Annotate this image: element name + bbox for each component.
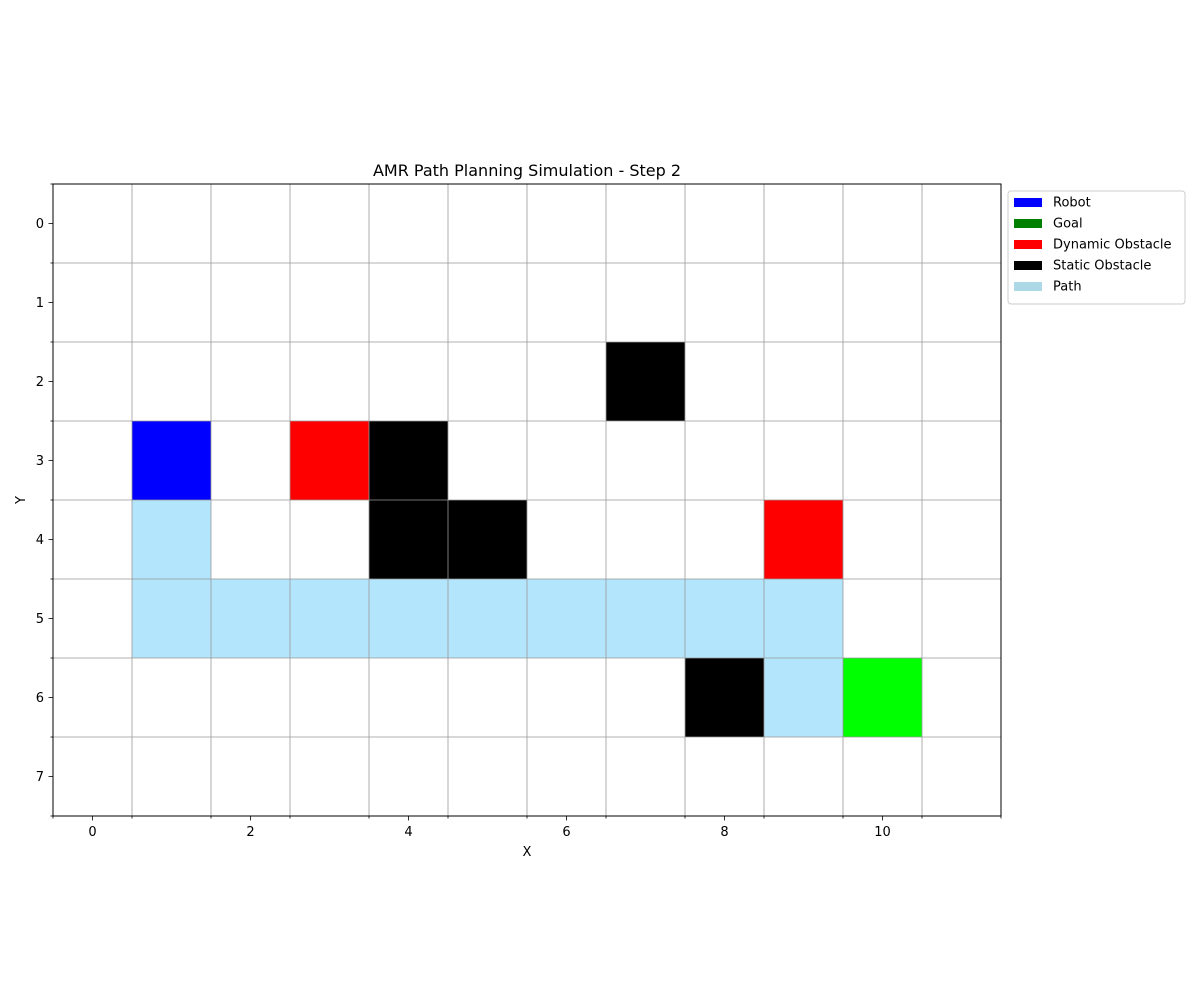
- legend-label: Path: [1053, 280, 1082, 295]
- static-obstacle-cell: [606, 342, 685, 421]
- path-cell: [527, 579, 606, 658]
- legend-frame: [1007, 190, 1186, 305]
- y-tick-label: 3: [36, 454, 44, 469]
- static-obstacle-cell: [369, 500, 448, 579]
- path-cell: [764, 658, 843, 737]
- legend-label: Robot: [1053, 196, 1091, 211]
- path-cell: [290, 579, 369, 658]
- y-tick-label: 0: [36, 217, 44, 232]
- path-cell: [448, 579, 527, 658]
- x-tick-label: 4: [404, 825, 412, 840]
- path-cell: [685, 579, 764, 658]
- path-cell: [606, 579, 685, 658]
- legend-swatch: [1014, 240, 1042, 249]
- legend-label: Static Obstacle: [1053, 259, 1151, 274]
- chart-title: AMR Path Planning Simulation - Step 2: [373, 161, 681, 180]
- grid-lines: [53, 184, 1001, 816]
- legend-swatch: [1014, 261, 1042, 270]
- static-obstacle-cell: [448, 500, 527, 579]
- goal-cell: [843, 658, 922, 737]
- x-tick-label: 8: [720, 825, 728, 840]
- y-axis-label: Y: [14, 496, 29, 505]
- path-cell: [211, 579, 290, 658]
- x-tick-label: 10: [874, 825, 891, 840]
- y-tick-label: 6: [36, 691, 44, 706]
- y-tick-label: 5: [36, 612, 44, 627]
- y-tick-label: 1: [36, 296, 44, 311]
- path-cell: [132, 579, 211, 658]
- static-obstacle-cell: [685, 658, 764, 737]
- dynamic-obstacle-cell: [290, 421, 369, 500]
- legend-swatch: [1014, 198, 1042, 207]
- robot-cell: [132, 421, 211, 500]
- x-tick-label: 2: [246, 825, 254, 840]
- x-tick-label: 6: [562, 825, 570, 840]
- x-axis-label: X: [523, 845, 532, 860]
- path-cell: [132, 500, 211, 579]
- legend-label: Dynamic Obstacle: [1053, 238, 1172, 253]
- y-tick-label: 4: [36, 533, 44, 548]
- y-tick-label: 7: [36, 770, 44, 785]
- dynamic-obstacle-cell: [764, 500, 843, 579]
- path-cell: [369, 579, 448, 658]
- y-tick-label: 2: [36, 375, 44, 390]
- grid-cells: [132, 342, 922, 737]
- axis-ticks: 0 2 4 6 8 10 0 1 2 3 4 5 6 7: [36, 183, 1002, 840]
- path-cell: [764, 579, 843, 658]
- legend-label: Goal: [1053, 217, 1083, 232]
- legend-swatch: [1014, 282, 1042, 291]
- x-tick-label: 0: [88, 825, 96, 840]
- legend: Robot Goal Dynamic Obstacle Static Obstacle…: [1007, 190, 1186, 305]
- legend-swatch: [1014, 219, 1042, 228]
- static-obstacle-cell: [369, 421, 448, 500]
